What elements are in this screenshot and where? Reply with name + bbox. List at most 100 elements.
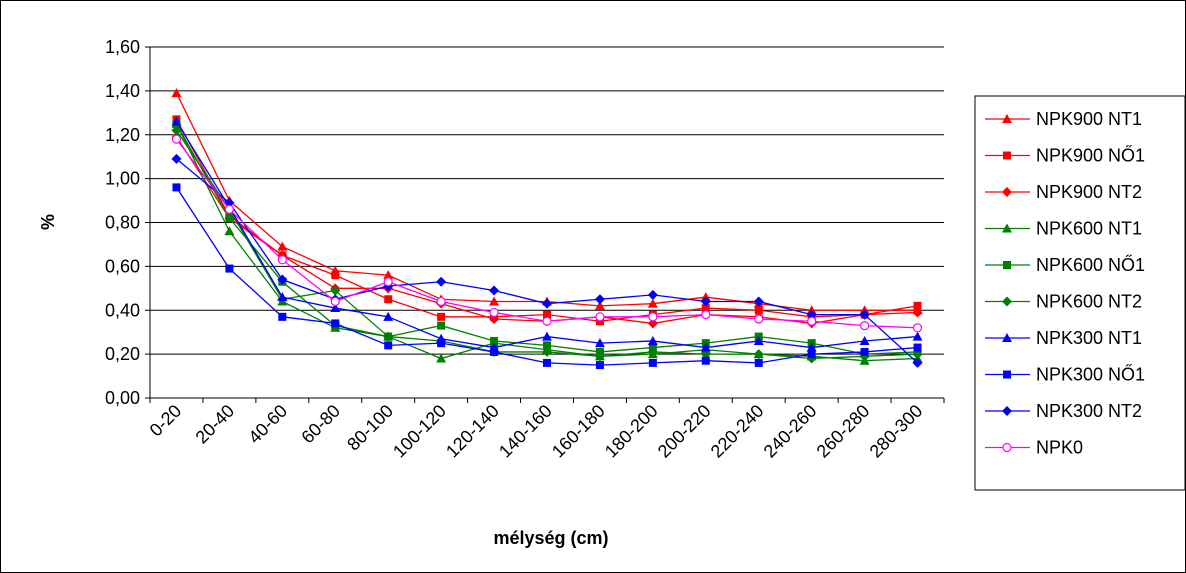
- legend-marker: [1002, 333, 1012, 342]
- legend-item: NPK300 NT2: [985, 401, 1142, 421]
- data-point: [700, 349, 711, 360]
- legend-item: NPK300 NT1: [985, 328, 1142, 348]
- legend-marker: [1002, 296, 1012, 307]
- data-point: [912, 357, 923, 368]
- legend-label: NPK600 NŐ1: [1036, 254, 1145, 275]
- data-point: [859, 321, 870, 331]
- data-point: [331, 319, 340, 328]
- legend-label: NPK900 NŐ1: [1036, 145, 1145, 166]
- data-point: [753, 335, 764, 345]
- series-10: [171, 134, 923, 333]
- y-tick-label: 0,00: [105, 388, 140, 408]
- data-point: [754, 306, 763, 315]
- data-point: [806, 309, 817, 320]
- data-point: [171, 134, 182, 144]
- data-point: [330, 296, 340, 307]
- y-tick-label: 0,20: [105, 344, 140, 364]
- y-tick-label: 1,00: [105, 169, 140, 189]
- legend-label: NPK300 NŐ1: [1036, 364, 1145, 385]
- legend-item: NPK900 NT1: [985, 109, 1142, 129]
- data-point: [806, 342, 817, 352]
- y-tick-label: 1,40: [105, 81, 140, 101]
- data-point: [859, 309, 870, 320]
- data-point: [647, 346, 658, 357]
- legend-item: NPK600 NT2: [985, 292, 1142, 312]
- data-point: [277, 255, 287, 265]
- legend-item: NPK600 NT1: [985, 219, 1142, 239]
- data-point: [913, 301, 922, 310]
- data-point: [753, 296, 764, 307]
- legend-marker: [1002, 114, 1012, 123]
- data-point: [277, 292, 288, 302]
- data-point: [489, 307, 499, 318]
- data-point: [489, 314, 500, 325]
- legend-label: NPK600 NT1: [1036, 219, 1142, 239]
- data-point: [330, 285, 341, 296]
- data-point: [912, 331, 923, 341]
- data-point: [383, 270, 394, 280]
- data-point: [490, 336, 499, 345]
- legend-item: NPK900 NT2: [985, 182, 1142, 202]
- y-axis-ticks: 0,00 0,20 0,40 0,60 0,80 1,00 1,20 1,40 1,60: [105, 37, 150, 408]
- data-point: [543, 358, 551, 367]
- data-point: [224, 226, 235, 236]
- series-layer: [171, 88, 923, 370]
- data-point: [225, 264, 234, 273]
- data-point: [437, 321, 446, 330]
- data-point: [701, 304, 710, 313]
- data-point: [754, 358, 763, 367]
- series-1: [171, 88, 923, 315]
- data-point: [542, 298, 552, 309]
- legend-marker: [1003, 261, 1011, 269]
- data-point: [436, 276, 447, 287]
- y-tick-label: 0,80: [105, 213, 140, 233]
- y-tick-label: 1,20: [105, 125, 140, 145]
- legend-label: NPK0: [1036, 438, 1083, 458]
- data-point: [860, 347, 869, 356]
- legend-label: NPK900 NT1: [1036, 109, 1142, 129]
- legend-box: [974, 95, 1186, 491]
- data-point: [542, 331, 552, 341]
- legend-label: NPK900 NT2: [1036, 182, 1142, 202]
- series-8: [172, 183, 922, 370]
- data-point: [807, 350, 816, 359]
- legend-label: NPK600 NT2: [1036, 292, 1142, 312]
- legend-label: NPK300 NT2: [1036, 401, 1142, 421]
- plot-area: 0,000,200,400,600,801,001,201,401,60 0-2…: [105, 37, 945, 462]
- data-point: [277, 241, 288, 251]
- legend-marker: [1002, 223, 1012, 233]
- data-point: [595, 361, 604, 370]
- data-point: [807, 316, 817, 326]
- y-tick-label: 1,60: [105, 37, 140, 57]
- data-point: [383, 311, 394, 321]
- x-axis-label: mélység (cm): [493, 528, 608, 548]
- data-point: [912, 307, 923, 318]
- data-point: [648, 312, 658, 322]
- data-point: [753, 349, 764, 360]
- data-point: [171, 116, 182, 126]
- data-point: [595, 312, 605, 322]
- data-point: [331, 271, 340, 280]
- data-point: [648, 358, 657, 367]
- data-point: [647, 289, 658, 300]
- data-point: [647, 298, 658, 308]
- data-point: [172, 183, 181, 192]
- legend-marker: [1002, 187, 1012, 197]
- data-point: [543, 310, 551, 319]
- legend-marker: [1002, 406, 1012, 416]
- data-point: [436, 353, 447, 363]
- data-point: [330, 303, 341, 313]
- legend-marker: [1003, 151, 1011, 160]
- data-point: [489, 285, 500, 296]
- data-point: [701, 310, 711, 320]
- data-point: [383, 331, 394, 342]
- y-tick-label: 0,60: [105, 256, 140, 276]
- data-point: [913, 343, 922, 352]
- data-point: [647, 318, 658, 329]
- legend-item: NPK600 NŐ1: [985, 254, 1145, 275]
- data-point: [277, 274, 288, 285]
- data-point: [701, 356, 710, 365]
- data-point: [594, 351, 605, 362]
- legend-item: NPK0: [985, 438, 1083, 458]
- y-tick-label: 0,40: [105, 300, 140, 320]
